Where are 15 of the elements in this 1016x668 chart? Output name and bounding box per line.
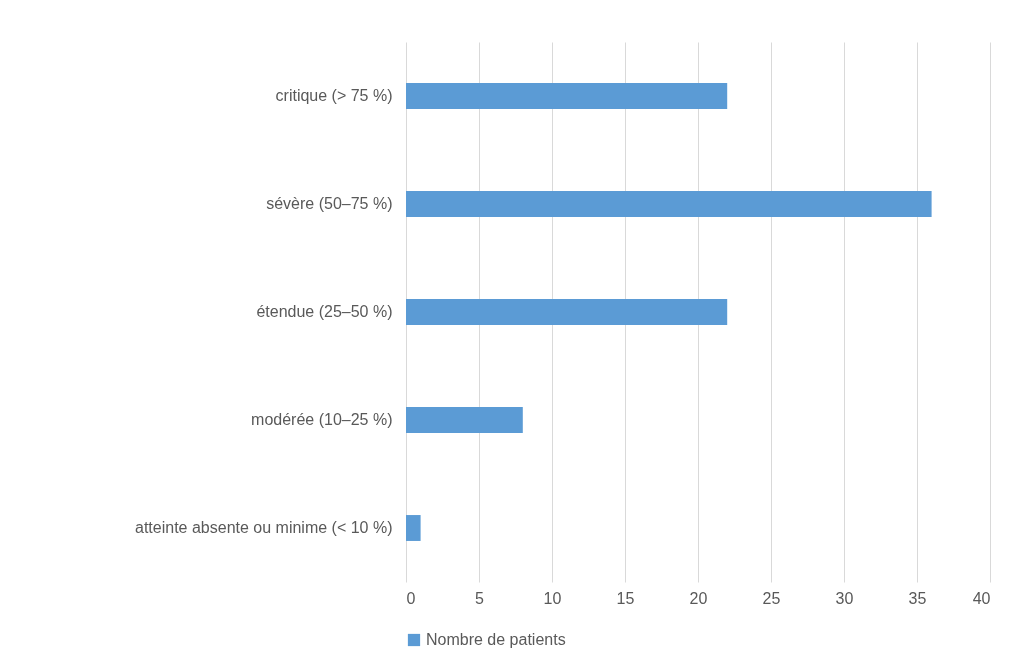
x-tick-label: 40 [972,589,991,607]
x-tick-label: 20 [689,589,708,607]
x-tick-label: 30 [835,589,854,607]
y-tick-label: étendue (25–50 %) [256,303,393,320]
y-tick-label: atteinte absente ou minime (< 10 %) [135,519,393,536]
x-tick-label: 5 [475,589,485,607]
x-tick-label: 15 [616,589,635,607]
legend-label: Nombre de patients [426,631,566,648]
x-tick-label: 25 [762,589,781,607]
x-tick-label: 0 [406,589,416,607]
y-tick-label: modérée (10–25 %) [251,411,393,428]
x-tick-label: 10 [543,589,562,607]
y-tick-label: sévère (50–75 %) [266,195,393,212]
x-tick-label: 35 [908,589,927,607]
y-tick-label: critique (> 75 %) [275,87,393,104]
